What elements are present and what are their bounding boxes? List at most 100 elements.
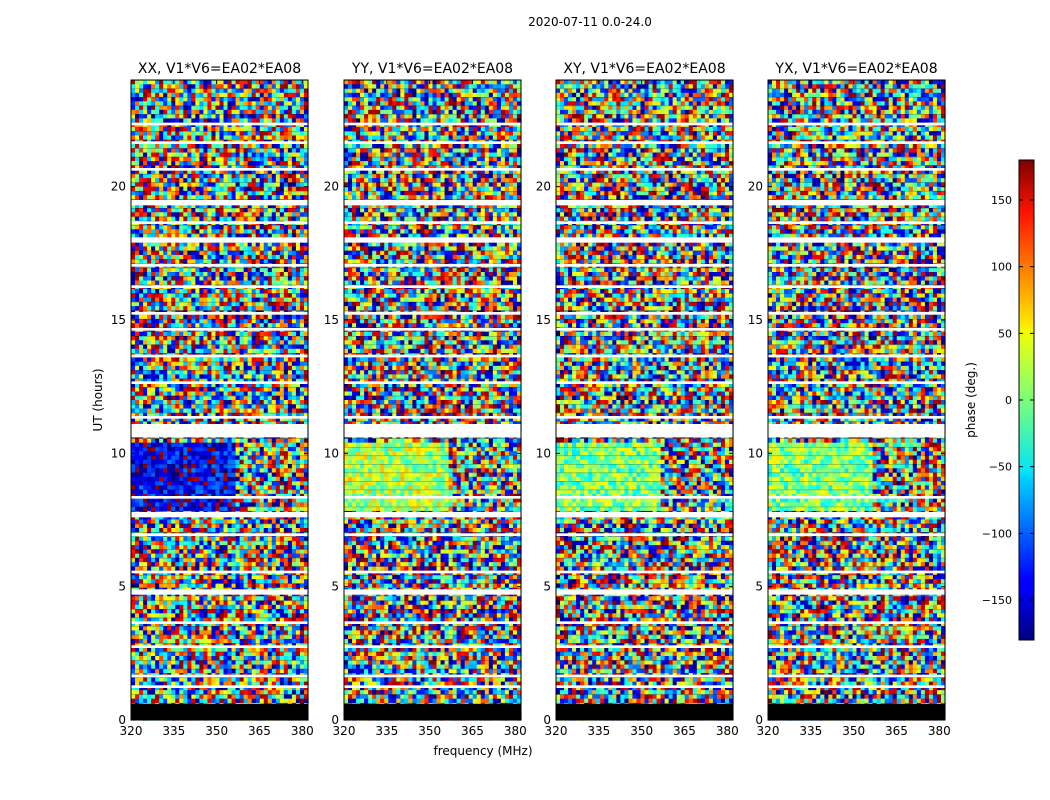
flagged-gap bbox=[556, 424, 733, 438]
phase-heatmap bbox=[131, 80, 309, 721]
flagged-gap bbox=[768, 621, 945, 624]
flagged-gap bbox=[768, 589, 945, 595]
colorbar-tick-label: 0 bbox=[1005, 394, 1012, 407]
panel-xx: XX, V1*V6=EA02*EA08 320 335 350 365 380 0 5 10 15… bbox=[111, 61, 314, 738]
flagged-gap bbox=[768, 122, 945, 126]
flagged-gap bbox=[768, 141, 945, 144]
flagged-gap bbox=[131, 589, 308, 595]
x-tick-label: 350 bbox=[205, 724, 228, 738]
flagged-gap bbox=[131, 200, 308, 206]
colorbar-label: phase (deg.) bbox=[964, 362, 978, 438]
y-tick-label: 15 bbox=[324, 313, 339, 327]
flagged-gap bbox=[556, 312, 733, 315]
y-tick-label: 10 bbox=[748, 446, 763, 460]
panel-xy: XY, V1*V6=EA02*EA08 320 335 350 365 380 0 5 10 15… bbox=[536, 61, 739, 738]
colorbar-tick-label: −150 bbox=[982, 594, 1012, 607]
flagged-gap bbox=[768, 264, 945, 267]
flagged-gap bbox=[131, 285, 308, 288]
flagged-gap bbox=[344, 570, 521, 574]
panel-title: YY, V1*V6=EA02*EA08 bbox=[351, 61, 513, 77]
flagged-gap bbox=[768, 424, 945, 438]
x-tick-label: 365 bbox=[461, 724, 484, 738]
flagged-gap bbox=[131, 237, 308, 243]
flagged-gaps bbox=[344, 122, 521, 720]
flagged-gap bbox=[344, 328, 521, 331]
flagged-gap bbox=[344, 621, 521, 624]
panel-frame bbox=[555, 79, 734, 721]
y-tick-label: 20 bbox=[111, 180, 126, 194]
x-tick-label: 320 bbox=[757, 724, 780, 738]
flagged-gap bbox=[556, 674, 733, 678]
x-tick-label: 350 bbox=[418, 724, 441, 738]
y-tick-label: 15 bbox=[536, 313, 551, 327]
y-tick-label: 10 bbox=[324, 446, 339, 460]
flagged-gap bbox=[131, 416, 308, 419]
flagged-gap bbox=[556, 685, 733, 688]
flagged-gap bbox=[344, 354, 521, 358]
flagged-gap bbox=[131, 381, 308, 384]
flagged-gap bbox=[344, 704, 521, 720]
flagged-gap bbox=[556, 381, 733, 384]
x-tick-label: 365 bbox=[885, 724, 908, 738]
flagged-gap bbox=[556, 533, 733, 536]
flagged-gap bbox=[768, 221, 945, 224]
flagged-gap bbox=[556, 589, 733, 595]
x-tick-label: 380 bbox=[928, 724, 951, 738]
flagged-gap bbox=[556, 496, 733, 499]
flagged-gap bbox=[131, 168, 308, 171]
flagged-gap bbox=[131, 570, 308, 574]
panel-title: XX, V1*V6=EA02*EA08 bbox=[138, 61, 301, 77]
panels-group: XX, V1*V6=EA02*EA08 320 335 350 365 380 0 5 10 15… bbox=[111, 61, 951, 738]
flagged-gap bbox=[768, 570, 945, 574]
x-tick-label: 350 bbox=[842, 724, 865, 738]
x-tick-label: 320 bbox=[120, 724, 143, 738]
flagged-gap bbox=[768, 328, 945, 331]
flagged-gap bbox=[768, 685, 945, 688]
flagged-gap bbox=[344, 264, 521, 267]
flagged-gap bbox=[768, 512, 945, 518]
flagged-gap bbox=[344, 141, 521, 144]
y-tick-label: 15 bbox=[111, 313, 126, 327]
flagged-gap bbox=[131, 354, 308, 358]
flagged-gap bbox=[131, 645, 308, 648]
flagged-gaps bbox=[768, 122, 945, 720]
flagged-gaps bbox=[131, 122, 308, 720]
flagged-gap bbox=[768, 285, 945, 288]
flagged-gap bbox=[344, 424, 521, 438]
phase-heatmap bbox=[768, 80, 946, 721]
flagged-gap bbox=[344, 122, 521, 126]
x-tick-label: 380 bbox=[716, 724, 739, 738]
flagged-gap bbox=[344, 496, 521, 499]
flagged-gap bbox=[344, 674, 521, 678]
flagged-gap bbox=[131, 496, 308, 499]
flagged-gap bbox=[131, 685, 308, 688]
flagged-gap bbox=[556, 570, 733, 574]
colorbar-tick-label: 100 bbox=[991, 261, 1012, 274]
colorbar-ticks: −150 −100 −50 0 50 100 150 bbox=[982, 194, 1034, 607]
flagged-gap bbox=[556, 704, 733, 720]
figure-suptitle: 2020-07-11 0.0-24.0 bbox=[528, 15, 652, 29]
flagged-gap bbox=[344, 312, 521, 315]
flagged-gap bbox=[768, 312, 945, 315]
flagged-gap bbox=[768, 237, 945, 243]
flagged-gap bbox=[556, 237, 733, 243]
flagged-gap bbox=[556, 416, 733, 419]
panel-frame bbox=[767, 79, 946, 721]
flagged-gap bbox=[556, 122, 733, 126]
flagged-gap bbox=[768, 200, 945, 206]
y-tick-label: 20 bbox=[536, 180, 551, 194]
flagged-gap bbox=[344, 416, 521, 419]
flagged-gap bbox=[131, 704, 308, 720]
flagged-gap bbox=[131, 512, 308, 518]
flagged-gap bbox=[344, 685, 521, 688]
flagged-gap bbox=[344, 381, 521, 384]
flagged-gap bbox=[131, 621, 308, 624]
x-tick-label: 335 bbox=[799, 724, 822, 738]
phase-heatmap bbox=[556, 80, 734, 721]
panel-yx: YX, V1*V6=EA02*EA08 320 335 350 365 380 0 5 10 15… bbox=[748, 61, 951, 738]
flagged-gap bbox=[556, 264, 733, 267]
panel-frame bbox=[343, 79, 522, 721]
flagged-gap bbox=[556, 621, 733, 624]
flagged-gap bbox=[556, 645, 733, 648]
